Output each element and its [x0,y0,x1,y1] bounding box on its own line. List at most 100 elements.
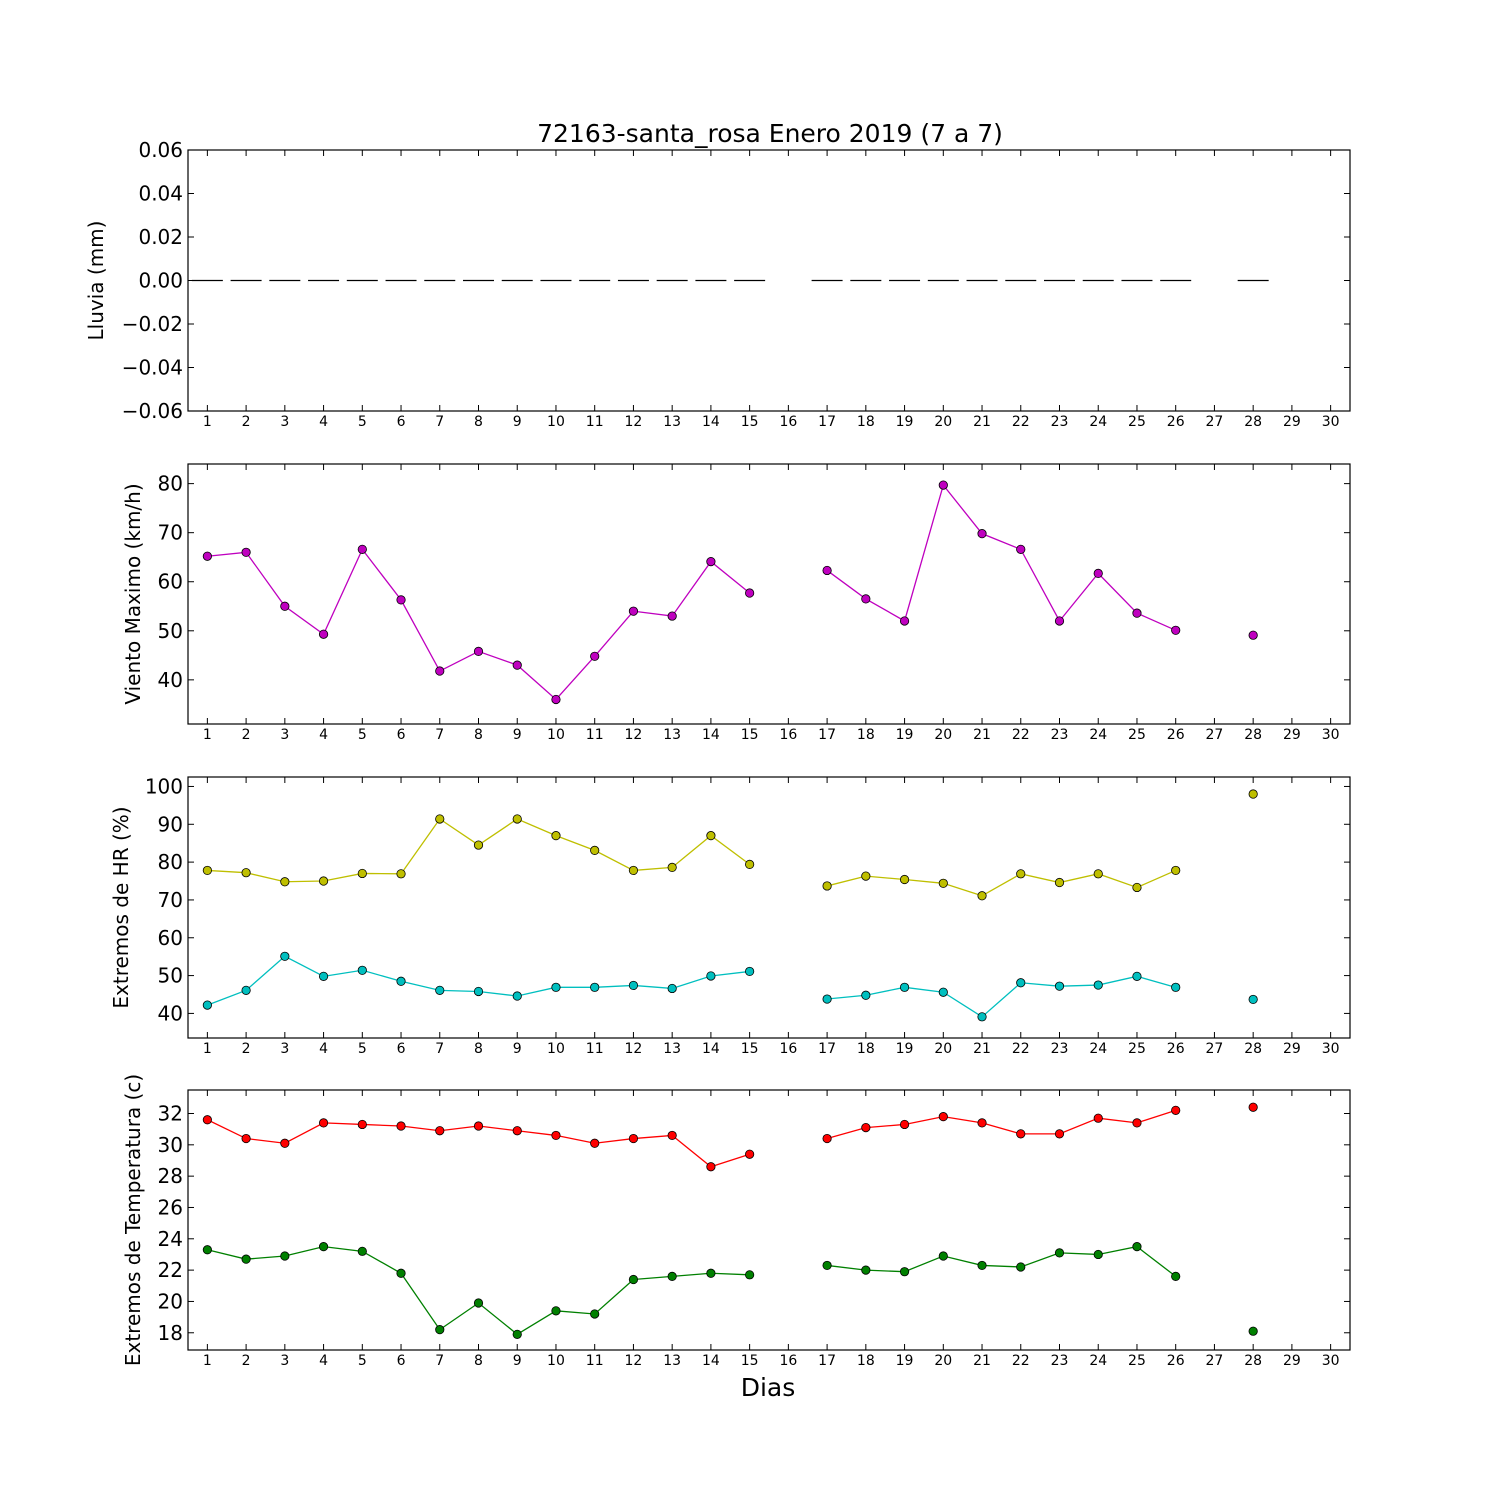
data-point [590,845,600,855]
data-point [628,1274,639,1285]
data-point [1171,1271,1181,1281]
x-tick-label: 25 [1128,1041,1146,1057]
y-axis-label: Lluvia (mm) [84,221,108,341]
x-tick-label: 11 [586,1353,604,1369]
x-tick-label: 24 [1089,1353,1107,1369]
x-tick-label: 21 [973,1041,991,1057]
data-point [1248,789,1258,799]
x-tick-label: 10 [547,727,565,743]
x-tick-label: 16 [779,1041,797,1057]
x-tick-label: 16 [779,414,797,430]
data-point [551,694,561,705]
x-tick-label: 13 [663,1353,681,1369]
data-point [473,1121,484,1131]
data-point [512,991,522,1001]
x-tick-label: 30 [1322,727,1340,743]
x-tick-label: 3 [280,414,289,430]
data-point [822,1133,832,1144]
x-tick-label: 1 [203,1041,212,1057]
data-point [280,951,290,961]
x-tick-label: 6 [397,1353,406,1369]
data-point [938,480,948,490]
series-line [826,869,1176,897]
data-point [1093,568,1103,578]
y-axis-label: Extremos de Temperatura (c) [121,1074,145,1366]
x-tick-label: 22 [1012,727,1030,743]
data-point [938,1251,948,1261]
data-point [899,616,910,626]
x-tick-label: 14 [702,1041,720,1057]
y-tick-label: −0.04 [122,356,183,380]
data-point [1248,994,1258,1005]
data-point [512,814,522,824]
data-point [977,891,987,901]
x-tick-label: 2 [242,727,251,743]
x-tick-label: 6 [397,727,406,743]
x-tick-label: 17 [818,727,836,743]
x-tick-label: 1 [203,1353,212,1369]
x-tick-label: 27 [1206,414,1224,430]
x-tick-label: 25 [1128,414,1146,430]
x-tick-label: 13 [663,1041,681,1057]
data-point [318,1242,329,1252]
data-point [590,651,600,661]
y-tick-label: 26 [158,1195,183,1219]
y-tick-label: 40 [158,1001,183,1025]
x-tick-label: 4 [319,414,328,430]
x-tick-label: 23 [1051,1041,1069,1057]
data-point [280,1138,290,1148]
y-tick-label: 70 [158,521,183,545]
data-point [435,985,445,995]
plot-frame [187,463,1351,725]
data-point [1171,625,1181,635]
x-tick-label: 12 [625,414,643,430]
series-2 [202,1242,1258,1339]
x-tick-label: 5 [358,727,367,743]
data-point [1132,971,1142,981]
x-tick-label: 28 [1244,1041,1262,1057]
data-point [861,1265,871,1275]
x-tick-label: 29 [1283,414,1301,430]
x-tick-label: 13 [663,414,681,430]
panel-1: −0.06−0.04−0.020.000.020.040.061 2 3 4 5 6 7 8 9… [84,138,1351,430]
y-tick-label: 50 [158,964,183,988]
x-tick-label: 6 [397,414,406,430]
data-point [1093,980,1103,990]
x-tick-label: 24 [1089,727,1107,743]
x-tick-label: 18 [857,1041,875,1057]
x-tick-label: 30 [1322,1353,1340,1369]
x-tick-label: 2 [242,414,251,430]
data-point [1248,1326,1258,1336]
data-point [241,1133,251,1144]
x-tick-label: 23 [1051,414,1069,430]
data-point [706,831,716,841]
data-point [899,874,910,885]
data-point [628,980,639,991]
y-tick-label: 22 [158,1258,183,1282]
data-point [473,986,484,997]
x-tick-label: 29 [1283,1041,1301,1057]
data-point [280,601,290,611]
y-tick-label: 0.04 [138,182,183,206]
x-tick-label: 7 [435,727,444,743]
data-point [1016,978,1026,988]
y-tick-label: 80 [158,472,183,496]
data-point [590,982,600,992]
x-tick-label: 26 [1167,1041,1185,1057]
x-tick-label: 30 [1322,1041,1340,1057]
data-point [822,565,832,576]
x-tick-label: 27 [1206,1041,1224,1057]
y-tick-label: 32 [158,1101,183,1125]
data-point [551,831,561,841]
y-tick-label: 18 [158,1321,183,1345]
data-point [667,1271,677,1281]
series-line [207,955,750,1006]
y-axis-label: Viento Maximo (km/h) [121,483,145,704]
data-point [512,1329,522,1339]
x-tick-label: 8 [474,1041,483,1057]
x-tick-label: 8 [474,414,483,430]
data-point [357,965,367,975]
data-point [628,1133,639,1144]
series-line [826,483,1176,631]
